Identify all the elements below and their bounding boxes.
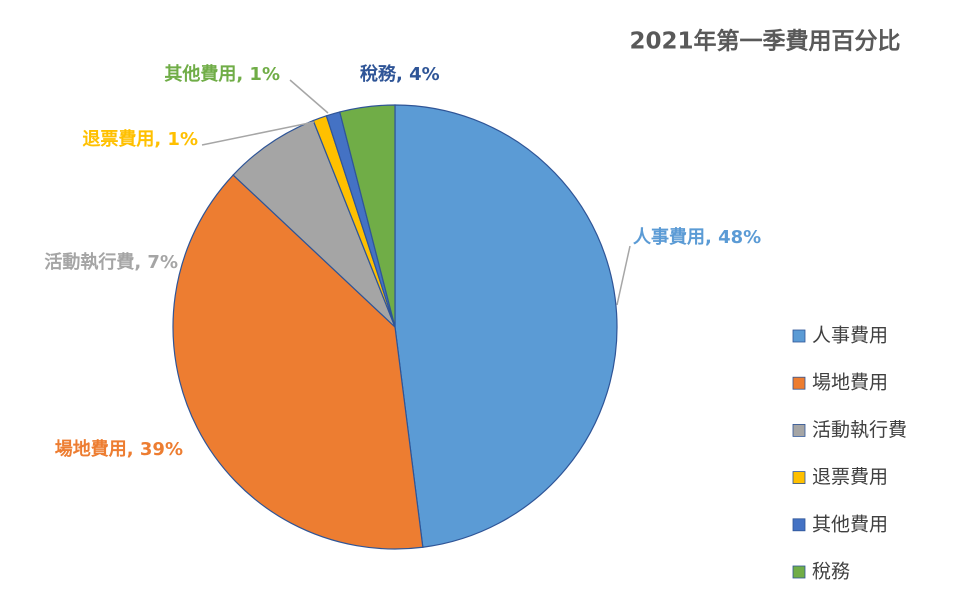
legend-swatch (792, 565, 806, 579)
data-label: 其他費用, 1% (164, 63, 280, 85)
data-label: 人事費用, 48% (633, 226, 761, 248)
legend-label: 稅務 (812, 561, 850, 583)
pie-slice (339, 104, 396, 328)
legend-label: 退票費用 (812, 466, 888, 488)
data-label: 稅務, 4% (360, 63, 440, 85)
legend-label: 人事費用 (812, 325, 888, 347)
data-label: 活動執行費, 7% (44, 251, 178, 273)
leader-line (201, 121, 315, 146)
legend-swatch (792, 376, 806, 390)
chart-title: 2021年第一季費用百分比 (629, 28, 900, 55)
legend-swatch (792, 423, 806, 437)
pie-slice (394, 104, 618, 548)
data-label: 場地費用, 39% (55, 438, 183, 460)
legend-label: 場地費用 (812, 372, 888, 394)
legend-label: 活動執行費 (812, 419, 907, 441)
legend-swatch (792, 329, 806, 343)
legend-swatch (792, 471, 806, 485)
leader-line (289, 79, 329, 114)
data-label: 退票費用, 1% (82, 128, 198, 150)
legend-label: 其他費用 (812, 513, 888, 535)
pie-slice (172, 174, 424, 550)
leader-line (616, 245, 631, 306)
legend-swatch (792, 518, 806, 532)
